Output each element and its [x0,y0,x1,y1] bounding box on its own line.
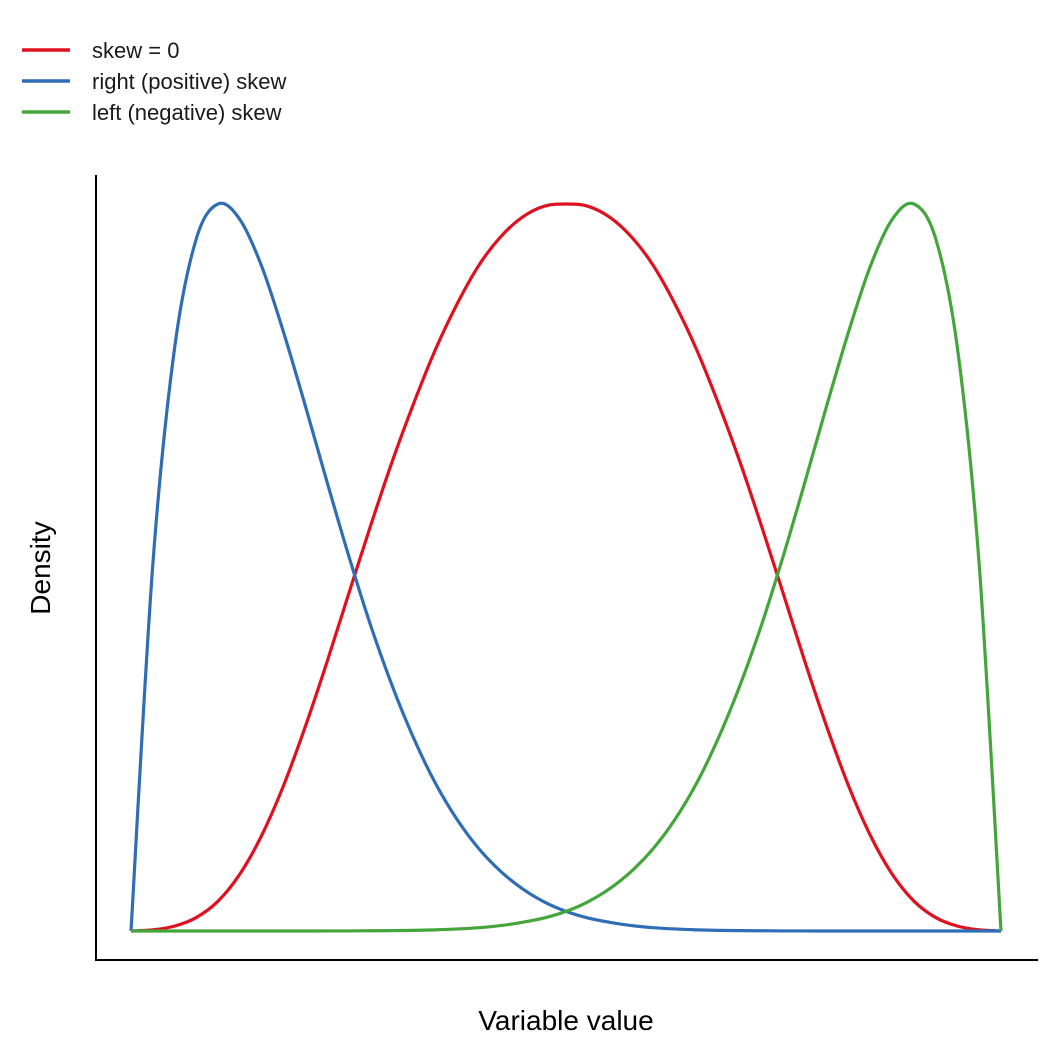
legend-label-left-negative-skew: left (negative) skew [92,100,282,125]
series-layer [129,201,1003,933]
legend-label-skew-0: skew = 0 [92,38,179,63]
series-line-skew-0 [130,202,1002,933]
y-axis-label: Density [25,521,56,614]
series-line-left-negative-skew [131,201,1003,933]
x-axis-label: Variable value [478,1005,653,1036]
legend: skew = 0 right (positive) skew left (negat… [22,38,287,125]
legend-label-right-positive-skew: right (positive) skew [92,69,287,94]
series-line-right-positive-skew [129,201,1001,933]
